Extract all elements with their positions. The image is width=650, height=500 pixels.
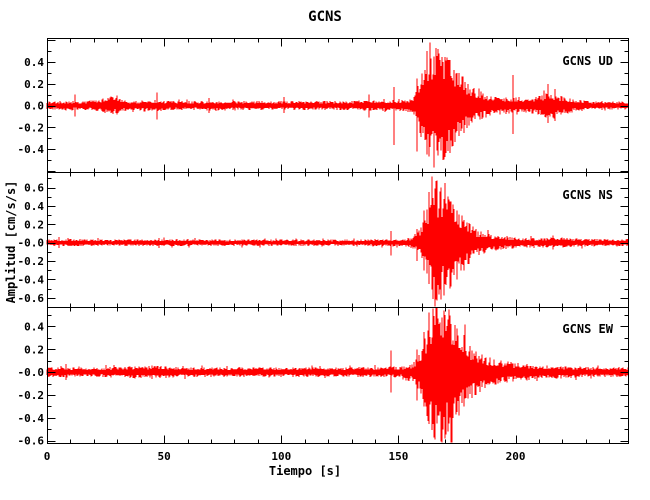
y-tick-label: 0.2 [24, 78, 44, 91]
panel-NS: 0.6 0.4 0.2 -0.0 -0.2 -0.4 -0.6 GCNS NS [18, 172, 629, 308]
trace-UD [46, 42, 629, 168]
y-tick-label: 0.0 [24, 100, 44, 113]
y-tick-label: 0.4 [24, 320, 44, 333]
axis-ticks-EW [47, 307, 629, 444]
axis-ticks-UD [47, 38, 629, 173]
y-tick-label: -0.2 [18, 255, 45, 268]
figure-title: GCNS [308, 9, 342, 25]
panel-label-EW: GCNS EW [562, 322, 613, 336]
panel-box-EW [47, 307, 629, 444]
y-tick-label: 0.4 [24, 200, 44, 213]
trace-NS [46, 176, 629, 307]
y-tick-label: -0.4 [18, 143, 45, 156]
y-tick-label: -0.4 [18, 273, 45, 286]
panel-label-NS: GCNS NS [562, 188, 613, 202]
y-tick-label: -0.2 [18, 121, 45, 134]
x-tick-label: 0 [44, 450, 51, 463]
y-tick-label: -0.6 [18, 292, 45, 305]
y-tick-label: -0.6 [18, 435, 45, 448]
y-tick-label: 0.4 [24, 56, 44, 69]
x-axis-label: Tiempo [s] [268, 464, 342, 478]
panel-EW: 0.4 0.2 -0.0 -0.2 -0.4 -0.6 GCNS EW 0 50 100 150 20… [18, 307, 629, 463]
panel-label-UD: GCNS UD [562, 54, 613, 68]
y-tick-label: -0.0 [18, 366, 45, 379]
trace-EW [46, 307, 629, 443]
x-tick-label: 100 [271, 450, 291, 463]
x-tick-label: 150 [388, 450, 408, 463]
y-tick-label: -0.2 [18, 389, 45, 402]
panel-UD: 0.4 0.2 0.0 -0.2 -0.4 GCNS UD [18, 38, 629, 173]
y-tick-label: 0.2 [24, 343, 44, 356]
y-tick-label: -0.4 [18, 412, 45, 425]
y-tick-label: 0.2 [24, 218, 44, 231]
axis-ticks-NS [47, 172, 629, 308]
y-tick-label: -0.0 [18, 237, 45, 250]
y-tick-label: 0.6 [24, 182, 44, 195]
x-tick-label: 50 [158, 450, 171, 463]
x-tick-label: 200 [506, 450, 526, 463]
